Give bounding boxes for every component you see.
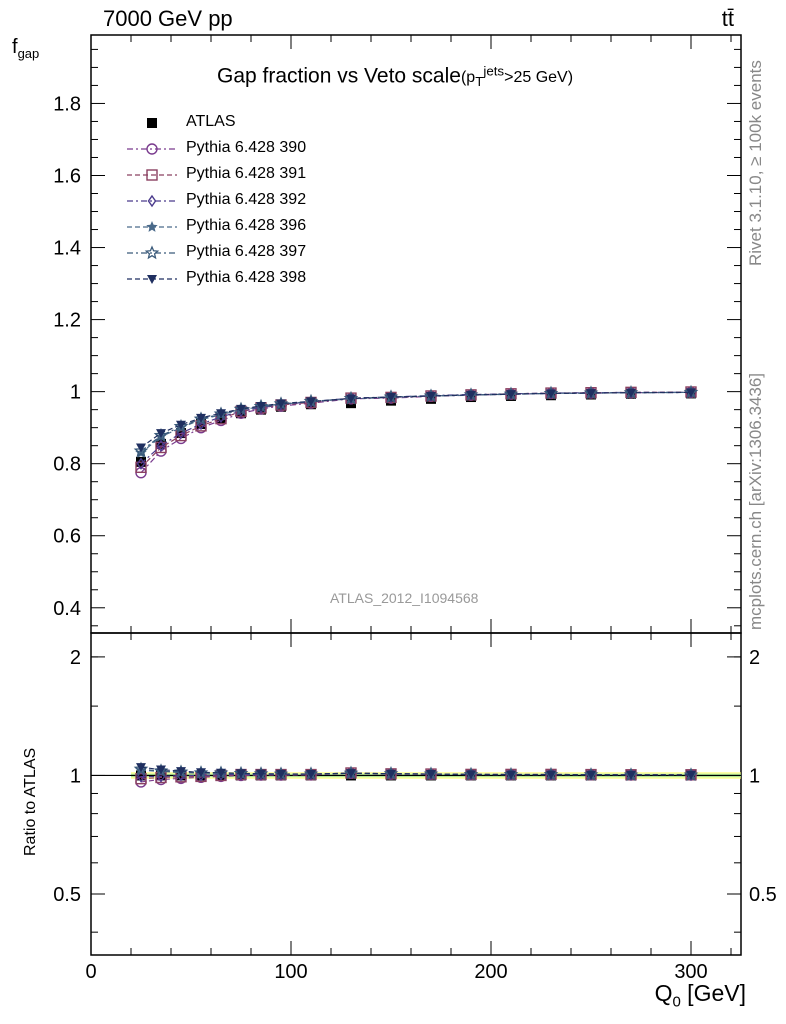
- ratio-point-6: [156, 765, 166, 775]
- y-tick-label: 0.4: [53, 598, 81, 620]
- side-text-rivet: Rivet 3.1.10, ≥ 100k events: [746, 60, 765, 266]
- mc-point-6: [136, 443, 146, 453]
- legend-marker: [147, 194, 157, 208]
- legend-marker: [147, 275, 157, 284]
- mc-point-6: [586, 389, 596, 399]
- mc-point-5: [133, 443, 149, 458]
- mc-point-3: [156, 439, 166, 452]
- mc-point-2: [155, 441, 167, 454]
- data-point-0: [216, 413, 226, 424]
- legend-label: Pythia 6.428 391: [186, 165, 307, 182]
- mc-point-6: [216, 409, 226, 419]
- series-line-6: [140, 391, 692, 448]
- ratio-point-6: [426, 770, 436, 780]
- mc-point-6: [256, 402, 266, 412]
- mc-point-6: [156, 429, 166, 439]
- mc-point-6: [626, 388, 636, 398]
- legend-marker: [144, 245, 160, 260]
- mc-point-6: [546, 389, 556, 399]
- ratio-point-6: [386, 769, 396, 779]
- y-tick-label: 1.8: [53, 93, 81, 115]
- chart-title-suffix: (pTjets>25 GeV): [460, 64, 574, 90]
- mc-point-6: [466, 390, 476, 400]
- legend-label: Pythia 6.428 398: [186, 269, 307, 286]
- ratio-data-point: [156, 770, 166, 781]
- y-axis-label: fgap: [12, 36, 40, 61]
- x-tick-label: 0: [85, 961, 96, 983]
- y-tick-label: 1: [70, 382, 81, 404]
- y-tick-label: 1.2: [53, 310, 81, 332]
- series-line-2: [140, 391, 692, 468]
- analysis-watermark: ATLAS_2012_I1094568: [330, 590, 479, 606]
- x-tick-label: 300: [674, 961, 707, 983]
- series-line-3: [140, 391, 691, 465]
- mc-point-5: [153, 427, 169, 442]
- ratio-y-tick-label: 1: [70, 765, 81, 787]
- ratio-point-6: [216, 768, 226, 778]
- mc-point-6: [196, 413, 206, 423]
- x-axis-label: Q0 [GeV]: [654, 980, 746, 1011]
- ratio-point-6: [586, 770, 596, 780]
- ratio-point-6: [276, 769, 286, 779]
- ratio-point-2: [135, 772, 147, 785]
- legend-label: Pythia 6.428 396: [186, 217, 307, 234]
- x-tick-label: 100: [274, 961, 307, 983]
- legend-label: Pythia 6.428 392: [186, 191, 307, 208]
- legend-marker: [146, 169, 158, 181]
- ratio-point-6: [626, 770, 636, 780]
- mc-point-6: [346, 394, 356, 404]
- chart-title-main: Gap fraction vs Veto scale: [217, 64, 461, 88]
- header-process: tt̄: [721, 6, 734, 31]
- y-tick-label: 0.6: [53, 526, 81, 548]
- ratio-point-6: [346, 769, 356, 779]
- legend-marker: [146, 143, 158, 155]
- ratio-point-6: [466, 770, 476, 780]
- legend-marker: [146, 221, 158, 232]
- ratio-point-3: [136, 770, 146, 783]
- mc-point-6: [426, 391, 436, 401]
- ratio-point-6: [306, 770, 316, 780]
- legend-marker: [147, 118, 157, 128]
- ratio-y-tick-label-right: 0.5: [749, 884, 777, 906]
- series-line-1: [140, 391, 692, 474]
- side-text-mcplots: mcplots.cern.ch [arXiv:1306.3436]: [746, 372, 765, 630]
- ratio-panel-frame: [90, 632, 742, 956]
- mc-point-6: [306, 397, 316, 407]
- y-tick-label: 1.4: [53, 238, 81, 260]
- ratio-y-tick-label: 0.5: [53, 884, 81, 906]
- header-energy: 7000 GeV pp: [103, 6, 233, 31]
- ratio-data-point: [136, 770, 146, 781]
- ratio-series-line-6: [140, 766, 691, 776]
- mc-point-6: [176, 420, 186, 430]
- mc-point-6: [686, 388, 696, 398]
- ratio-point-6: [506, 770, 516, 780]
- ratio-point-6: [176, 767, 186, 777]
- legend-label: ATLAS: [186, 113, 236, 130]
- mc-point-6: [276, 399, 286, 409]
- ratio-point-6: [236, 769, 246, 779]
- mc-point-6: [386, 393, 396, 403]
- ratio-point-6: [256, 769, 266, 779]
- ratio-point-6: [196, 768, 206, 778]
- ratio-point-6: [136, 763, 146, 773]
- ratio-y-tick-label-right: 2: [749, 647, 760, 669]
- y-tick-label: 1.6: [53, 165, 81, 187]
- x-tick-label: 200: [474, 961, 507, 983]
- ratio-y-axis-label: Ratio to ATLAS: [22, 747, 39, 856]
- ratio-y-tick-label: 2: [70, 647, 81, 669]
- y-tick-label: 0.8: [53, 454, 81, 476]
- mc-point-3: [136, 457, 146, 470]
- legend-label: Pythia 6.428 397: [186, 243, 307, 260]
- ratio-y-tick-label-right: 1: [749, 765, 760, 787]
- mc-point-2: [135, 461, 147, 473]
- ratio-point-6: [686, 770, 696, 780]
- data-point-0: [156, 438, 166, 449]
- mc-point-6: [236, 404, 246, 414]
- mc-point-6: [506, 390, 516, 400]
- legend-label: Pythia 6.428 390: [186, 139, 307, 156]
- ratio-point-6: [546, 770, 556, 780]
- chart-title: Gap fraction vs Veto scale(pTjets>25 GeV…: [217, 64, 573, 90]
